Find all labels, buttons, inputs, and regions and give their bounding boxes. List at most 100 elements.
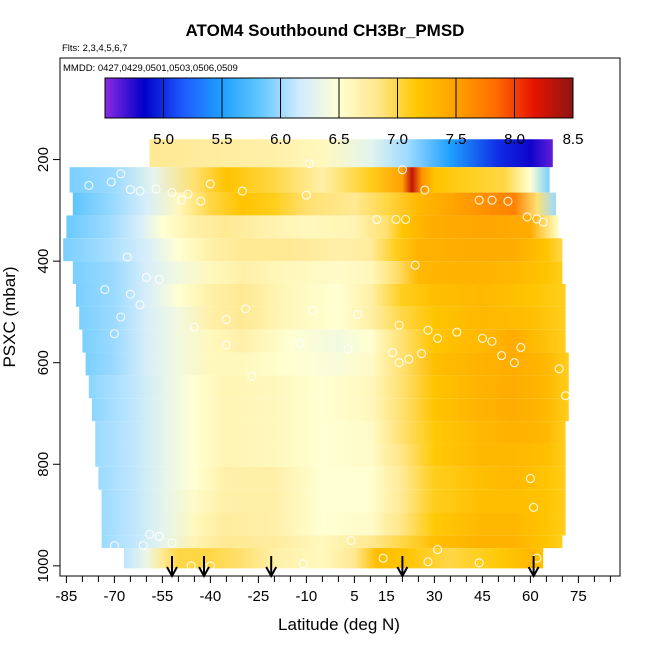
sample-point bbox=[529, 502, 539, 512]
y-tick-label: 1000 bbox=[35, 549, 52, 582]
sample-point bbox=[154, 274, 164, 284]
profile-arrow bbox=[198, 556, 210, 579]
x-tick-label: 5 bbox=[350, 588, 358, 605]
sample-point bbox=[378, 553, 388, 563]
sample-points bbox=[84, 159, 571, 571]
sample-point bbox=[525, 473, 535, 484]
y-tick-label: 200 bbox=[35, 147, 52, 172]
sample-point bbox=[138, 540, 148, 551]
sample-point bbox=[183, 189, 193, 199]
sample-point bbox=[116, 312, 126, 322]
profile-arrow bbox=[527, 556, 540, 579]
sample-point bbox=[397, 165, 407, 175]
heatmap-layer bbox=[88, 375, 569, 399]
sample-point bbox=[189, 322, 199, 332]
heatmap-layer bbox=[69, 167, 550, 193]
sample-point bbox=[109, 540, 119, 551]
sample-point bbox=[554, 364, 564, 374]
sample-point bbox=[497, 351, 507, 361]
heatmap-layer bbox=[76, 283, 566, 307]
sample-point bbox=[205, 179, 215, 189]
x-axis: -85 -70 -55 -40 -25 -10 5 15 30 45 60 75 bbox=[56, 576, 611, 605]
sample-point bbox=[372, 214, 382, 225]
sample-point bbox=[420, 185, 430, 195]
sample-point bbox=[474, 558, 484, 568]
sample-point bbox=[221, 314, 231, 325]
x-tick-label: -40 bbox=[200, 588, 222, 605]
sample-point bbox=[154, 531, 164, 541]
sample-point bbox=[106, 177, 116, 187]
sample-point bbox=[474, 195, 484, 205]
sample-point bbox=[516, 342, 526, 353]
sample-point bbox=[561, 391, 571, 401]
flights-subtitle: Flts: 2,3,4,5,6,7 bbox=[62, 43, 127, 54]
sample-point bbox=[394, 320, 404, 330]
sample-point bbox=[394, 358, 404, 368]
sample-point bbox=[433, 545, 443, 555]
sample-point bbox=[305, 159, 315, 169]
sample-point bbox=[404, 354, 414, 364]
sample-point bbox=[196, 196, 206, 206]
sample-point bbox=[145, 529, 155, 539]
sample-point bbox=[135, 300, 145, 310]
sample-point bbox=[538, 217, 548, 227]
heatmap-layer bbox=[72, 261, 563, 284]
sample-point bbox=[522, 212, 532, 222]
sample-point bbox=[167, 538, 177, 548]
sample-point bbox=[221, 340, 231, 350]
heatmap-layer bbox=[82, 329, 566, 353]
sample-point bbox=[237, 186, 247, 196]
heatmap-layer bbox=[98, 466, 566, 490]
heatmap-layer bbox=[95, 443, 566, 467]
heatmap-layer bbox=[95, 421, 566, 444]
heatmap-layer bbox=[85, 352, 569, 376]
colorbar-tick-label: 8.0 bbox=[504, 131, 525, 148]
colorbar-tick-label: 7.5 bbox=[446, 131, 467, 148]
sample-point bbox=[346, 535, 356, 546]
heatmap-layer bbox=[101, 535, 563, 549]
heatmap-layer bbox=[149, 139, 553, 168]
heatmap-layer bbox=[66, 215, 560, 239]
sample-point bbox=[125, 289, 135, 299]
x-tick-label: -70 bbox=[104, 588, 126, 605]
sample-point bbox=[109, 329, 119, 339]
sample-point bbox=[295, 338, 305, 348]
x-axis-label: Latitude (deg N) bbox=[278, 615, 400, 634]
sample-point bbox=[391, 214, 401, 225]
colorbar-tick-label: 8.5 bbox=[563, 131, 584, 148]
sample-point bbox=[433, 333, 443, 343]
x-tick-label: 45 bbox=[474, 588, 491, 605]
x-tick-label: -10 bbox=[296, 588, 318, 605]
sample-point bbox=[241, 304, 251, 314]
sample-point bbox=[205, 561, 215, 571]
profile-arrow bbox=[166, 556, 178, 579]
sample-point bbox=[177, 195, 187, 205]
colorbar-tick-label: 5.0 bbox=[153, 131, 174, 148]
sample-point bbox=[301, 190, 311, 200]
sample-point bbox=[122, 252, 132, 262]
sample-point bbox=[417, 349, 427, 359]
sample-point bbox=[308, 305, 318, 315]
x-tick-label: 75 bbox=[570, 588, 587, 605]
sample-point bbox=[167, 188, 177, 198]
sample-point bbox=[423, 325, 433, 335]
dates-subtitle: MMDD: 0427,0429,0501,0503,0506,0509 bbox=[63, 63, 238, 74]
heatmap-layer bbox=[63, 238, 563, 262]
sample-point bbox=[247, 371, 257, 381]
sample-point bbox=[410, 260, 420, 270]
colorbar-tick-label: 5.5 bbox=[212, 131, 233, 148]
chart-title: ATOM4 Southbound CH3Br_PMSD bbox=[186, 21, 465, 40]
sample-point bbox=[343, 344, 353, 354]
sample-point bbox=[84, 180, 94, 191]
colorbar-tick-label: 6.0 bbox=[270, 131, 291, 148]
sample-point bbox=[487, 195, 497, 205]
sample-point bbox=[452, 327, 462, 337]
sample-point bbox=[186, 561, 196, 571]
colorbar-tick-label: 7.0 bbox=[387, 131, 408, 148]
profile-markers bbox=[166, 556, 540, 579]
sample-point bbox=[477, 333, 487, 343]
heatmap-layer bbox=[101, 512, 566, 536]
sample-point bbox=[509, 358, 519, 368]
sample-point bbox=[388, 347, 398, 358]
sample-point bbox=[125, 184, 135, 195]
